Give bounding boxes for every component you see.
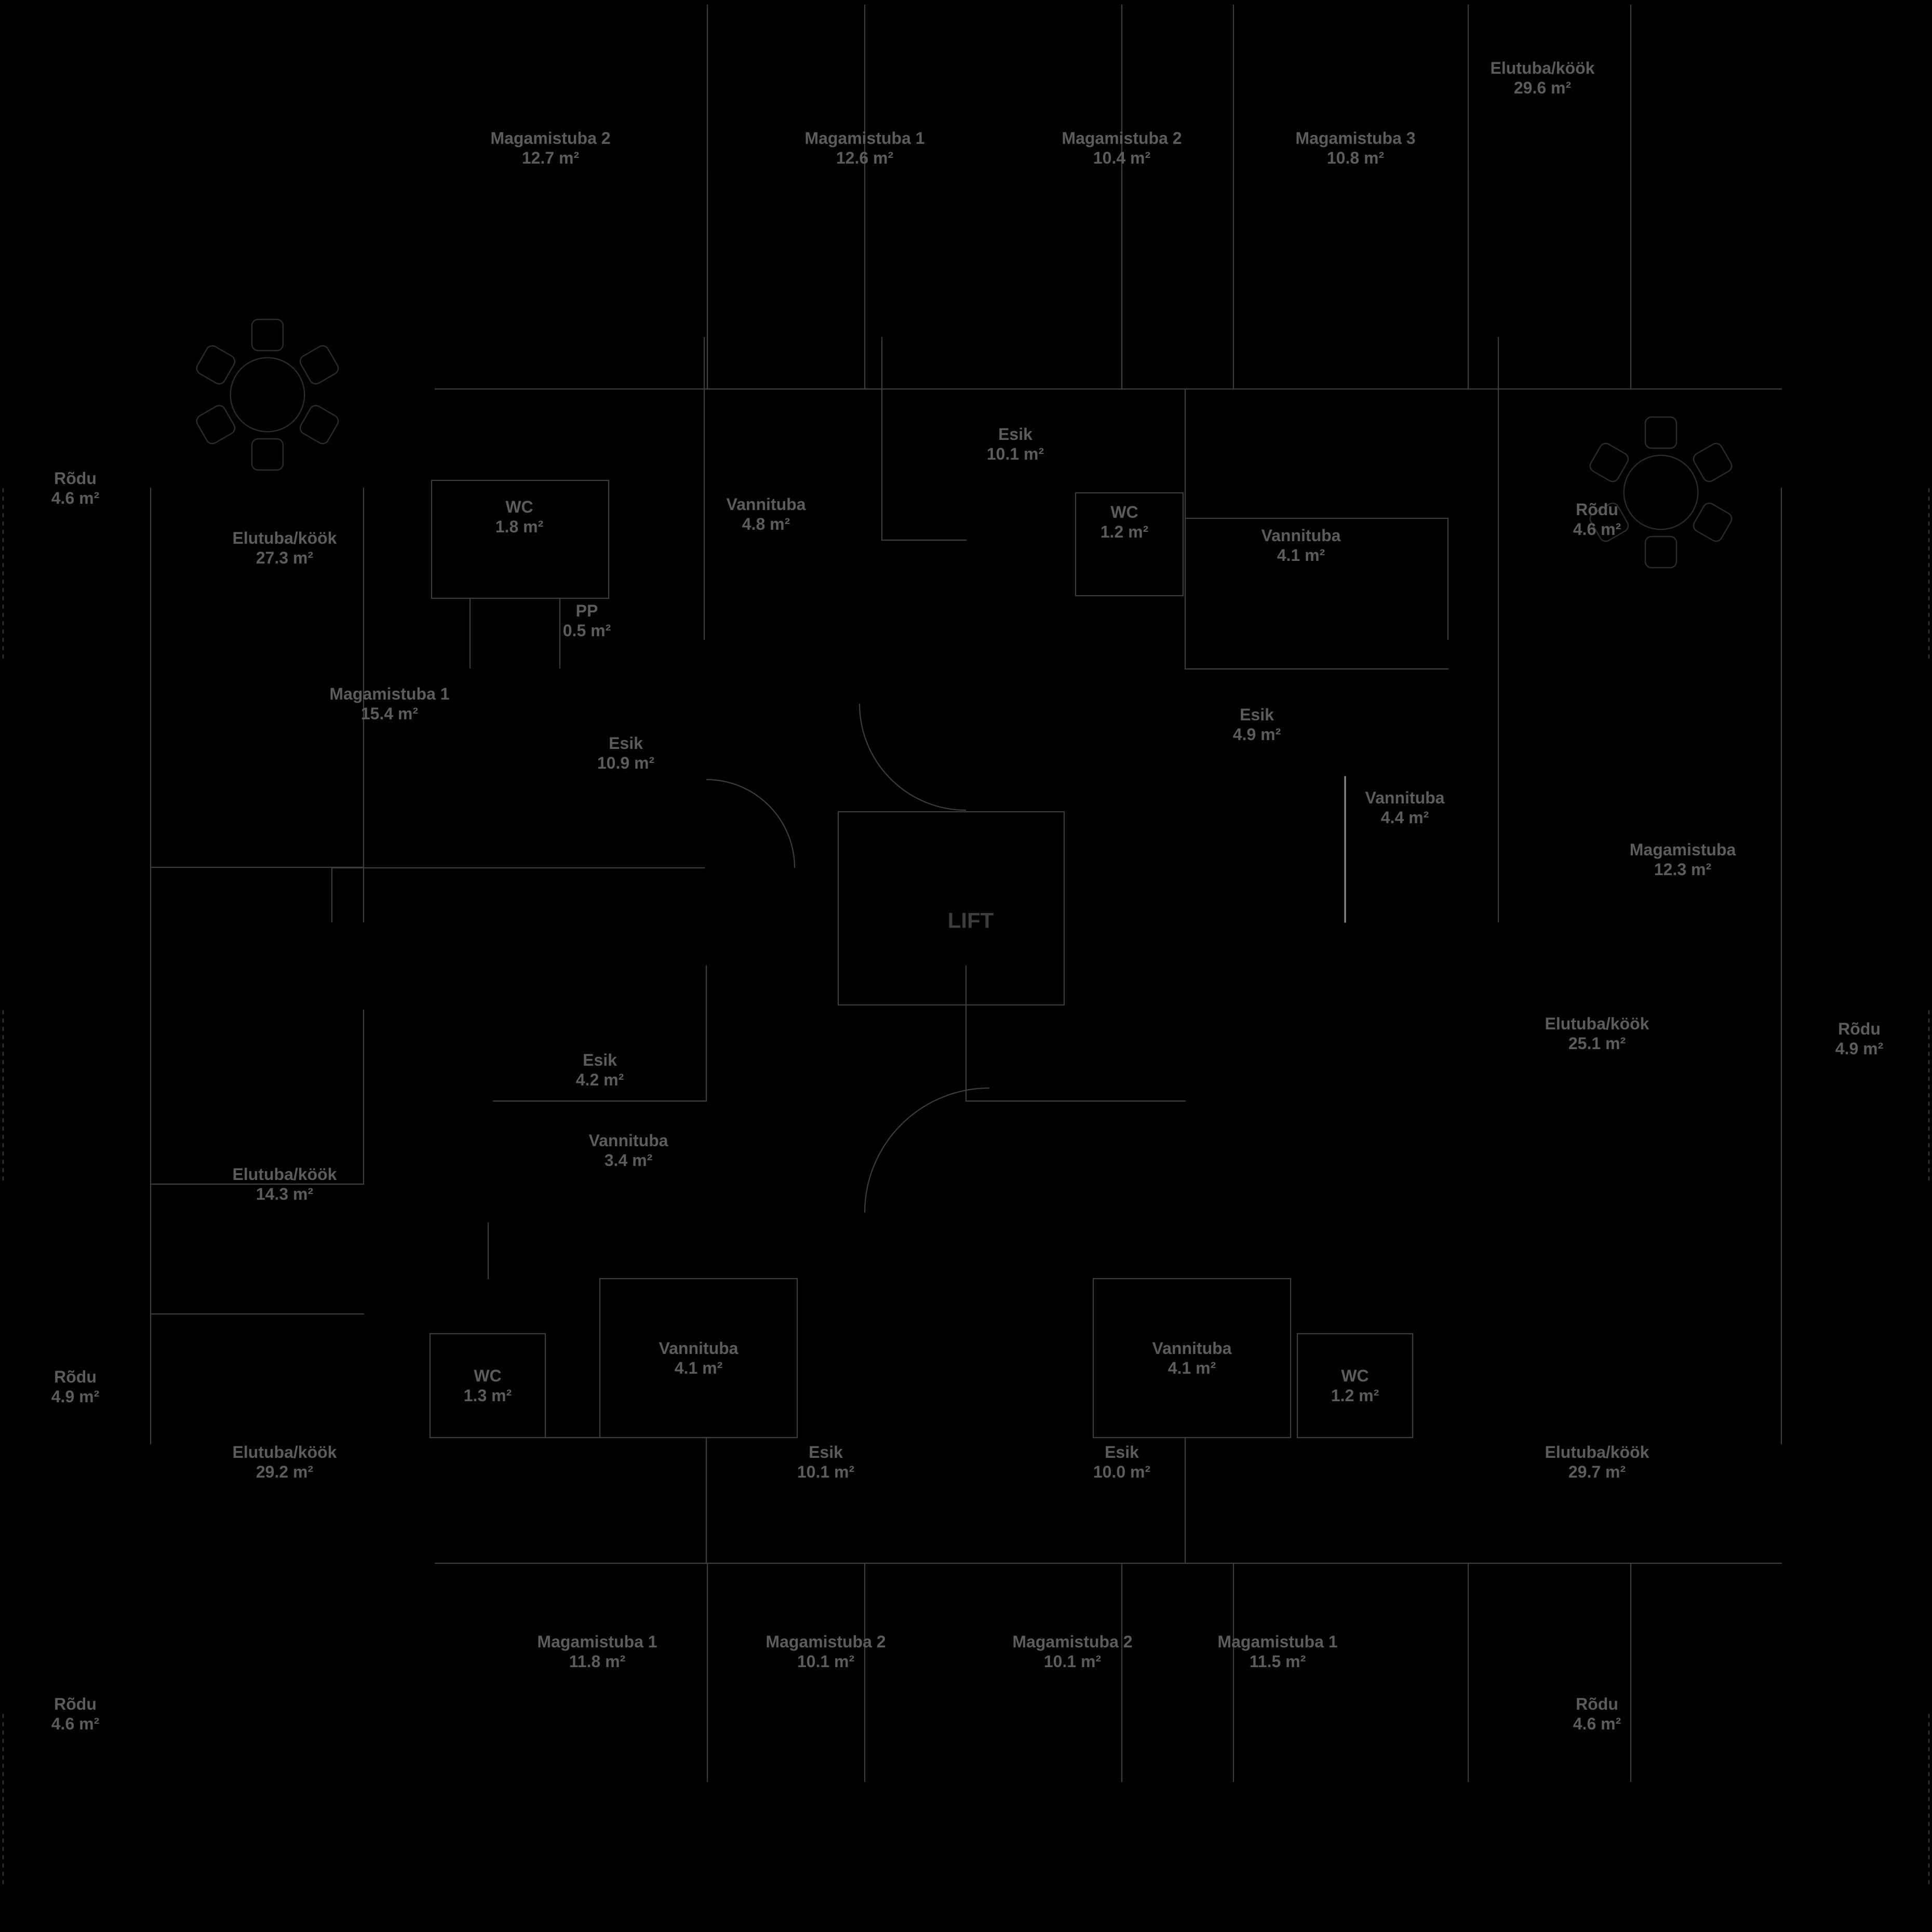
svg-text:Magamistuba 2: Magamistuba 2: [490, 129, 610, 147]
svg-text:Vannituba: Vannituba: [659, 1339, 739, 1358]
svg-text:29.7 m²: 29.7 m²: [1568, 1463, 1626, 1481]
svg-text:4.6 m²: 4.6 m²: [51, 1714, 99, 1733]
svg-text:Magamistuba 3: Magamistuba 3: [1295, 129, 1415, 147]
svg-text:4.1 m²: 4.1 m²: [1277, 546, 1325, 565]
svg-text:4.8 m²: 4.8 m²: [742, 515, 790, 533]
svg-text:14.3 m²: 14.3 m²: [256, 1185, 313, 1203]
svg-text:Magamistuba: Magamistuba: [1630, 840, 1736, 859]
svg-text:Magamistuba 2: Magamistuba 2: [1012, 1632, 1132, 1651]
svg-text:1.2 m²: 1.2 m²: [1101, 522, 1148, 541]
svg-text:Vannituba: Vannituba: [1262, 526, 1341, 545]
svg-text:1.8 m²: 1.8 m²: [495, 517, 543, 536]
svg-text:Elutuba/köök: Elutuba/köök: [233, 529, 337, 547]
svg-text:11.8 m²: 11.8 m²: [569, 1652, 626, 1671]
svg-text:Esik: Esik: [609, 734, 643, 753]
svg-text:Magamistuba 1: Magamistuba 1: [329, 685, 449, 703]
svg-text:15.4 m²: 15.4 m²: [361, 704, 418, 723]
svg-text:12.7 m²: 12.7 m²: [522, 149, 579, 167]
svg-text:4.6 m²: 4.6 m²: [1573, 520, 1621, 539]
svg-text:Rõdu: Rõdu: [54, 1367, 97, 1386]
svg-text:10.1 m²: 10.1 m²: [1044, 1652, 1101, 1671]
svg-text:Esik: Esik: [998, 425, 1032, 444]
svg-text:4.9 m²: 4.9 m²: [1233, 725, 1281, 744]
svg-text:11.5 m²: 11.5 m²: [1250, 1652, 1306, 1671]
svg-text:Elutuba/köök: Elutuba/köök: [233, 1165, 337, 1184]
svg-text:Magamistuba 1: Magamistuba 1: [537, 1632, 657, 1651]
svg-text:Magamistuba 1: Magamistuba 1: [1217, 1632, 1337, 1651]
svg-text:Rõdu: Rõdu: [1838, 1019, 1881, 1038]
svg-text:10.1 m²: 10.1 m²: [987, 445, 1044, 463]
svg-text:Esik: Esik: [1105, 1443, 1139, 1461]
svg-text:4.4 m²: 4.4 m²: [1381, 808, 1429, 827]
svg-text:Rõdu: Rõdu: [54, 1695, 97, 1713]
svg-text:25.1 m²: 25.1 m²: [1568, 1034, 1626, 1053]
svg-text:Esik: Esik: [809, 1443, 843, 1461]
svg-text:3.4 m²: 3.4 m²: [605, 1151, 652, 1170]
svg-text:Elutuba/köök: Elutuba/köök: [1545, 1014, 1649, 1033]
svg-text:10.1 m²: 10.1 m²: [797, 1463, 854, 1481]
svg-text:10.4 m²: 10.4 m²: [1093, 149, 1150, 167]
svg-text:Magamistuba 2: Magamistuba 2: [766, 1632, 886, 1651]
svg-text:4.2 m²: 4.2 m²: [576, 1070, 624, 1089]
svg-text:PP: PP: [576, 601, 598, 620]
svg-text:Elutuba/köök: Elutuba/köök: [1491, 59, 1595, 77]
svg-text:Rõdu: Rõdu: [1576, 1695, 1618, 1713]
svg-text:27.3 m²: 27.3 m²: [256, 548, 313, 567]
svg-text:4.6 m²: 4.6 m²: [51, 489, 99, 507]
svg-text:Esik: Esik: [583, 1051, 617, 1069]
svg-text:12.6 m²: 12.6 m²: [836, 149, 893, 167]
svg-text:Vannituba: Vannituba: [589, 1131, 668, 1150]
svg-text:Elutuba/köök: Elutuba/köök: [1545, 1443, 1649, 1461]
svg-text:Rõdu: Rõdu: [54, 469, 97, 488]
svg-text:29.6 m²: 29.6 m²: [1514, 78, 1571, 97]
svg-text:10.1 m²: 10.1 m²: [797, 1652, 854, 1671]
svg-text:12.3 m²: 12.3 m²: [1654, 860, 1711, 879]
svg-text:WC: WC: [1110, 503, 1138, 521]
svg-text:Magamistuba 2: Magamistuba 2: [1062, 129, 1182, 147]
svg-text:WC: WC: [1341, 1366, 1369, 1385]
svg-text:4.1 m²: 4.1 m²: [1168, 1359, 1216, 1377]
svg-text:WC: WC: [474, 1366, 501, 1385]
svg-text:10.9 m²: 10.9 m²: [597, 754, 654, 772]
svg-text:10.8 m²: 10.8 m²: [1327, 149, 1384, 167]
svg-text:10.0 m²: 10.0 m²: [1093, 1463, 1150, 1481]
svg-text:Vannituba: Vannituba: [1365, 788, 1445, 807]
svg-text:Elutuba/köök: Elutuba/köök: [233, 1443, 337, 1461]
svg-text:4.1 m²: 4.1 m²: [675, 1359, 722, 1377]
svg-text:Vannituba: Vannituba: [1152, 1339, 1232, 1358]
svg-text:Rõdu: Rõdu: [1576, 500, 1618, 519]
svg-text:4.9 m²: 4.9 m²: [51, 1387, 99, 1406]
svg-text:Esik: Esik: [1240, 705, 1274, 724]
svg-text:1.3 m²: 1.3 m²: [464, 1386, 512, 1405]
svg-text:Magamistuba 1: Magamistuba 1: [804, 129, 924, 147]
svg-text:4.9 m²: 4.9 m²: [1835, 1039, 1883, 1058]
svg-text:1.2 m²: 1.2 m²: [1331, 1386, 1379, 1405]
svg-text:0.5 m²: 0.5 m²: [563, 621, 611, 640]
svg-text:29.2 m²: 29.2 m²: [256, 1463, 313, 1481]
svg-text:Vannituba: Vannituba: [727, 495, 806, 514]
svg-text:LIFT: LIFT: [948, 908, 994, 933]
svg-text:WC: WC: [505, 498, 533, 516]
svg-text:4.6 m²: 4.6 m²: [1573, 1714, 1621, 1733]
